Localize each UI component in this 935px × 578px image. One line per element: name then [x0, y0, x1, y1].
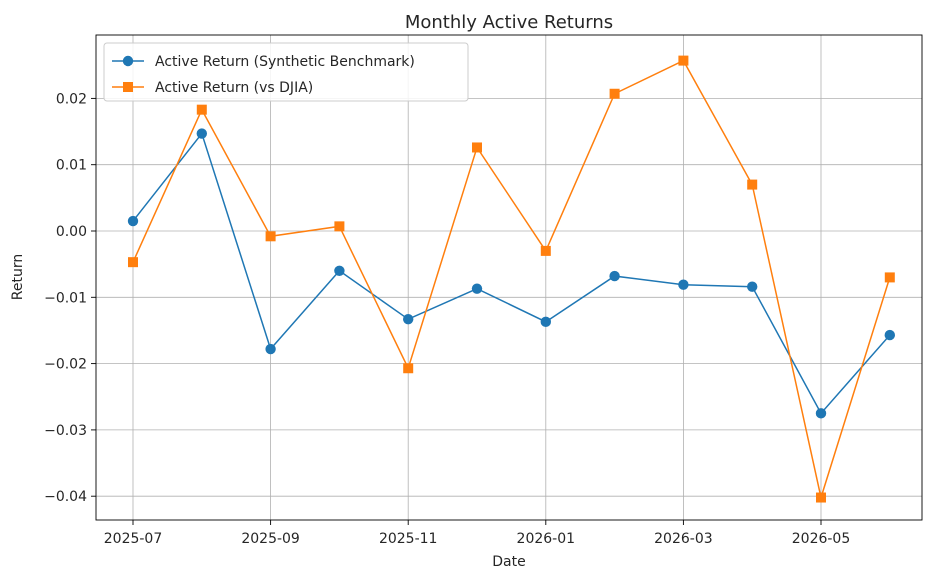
data-point [540, 316, 551, 328]
data-point [471, 283, 483, 294]
grid [96, 35, 922, 520]
legend-entry: Active Return (vs DJIA) [112, 80, 313, 96]
series-line [132, 131, 891, 415]
series-line [132, 59, 891, 501]
ticks: 2025-07 2025-09 2025-11 2026-01 2026-03 2026-… [44, 91, 850, 547]
y-tick-label: −0.02 [44, 357, 87, 373]
x-axis-label: Date [492, 554, 525, 570]
x-tick-label: 2025-09 [241, 531, 300, 547]
data-point [540, 245, 551, 256]
data-point [816, 492, 826, 503]
legend-marker [122, 55, 134, 67]
y-tick-label: 0.02 [56, 91, 87, 107]
x-tick-label: 2025-11 [379, 531, 438, 547]
data-point [127, 215, 139, 227]
data-point [265, 343, 276, 355]
series-2 [128, 55, 895, 503]
data-point [884, 329, 895, 341]
legend: Active Return (Synthetic Benchmark) Activ… [103, 42, 469, 102]
data-point [472, 142, 482, 153]
data-point [403, 313, 414, 325]
y-tick-label: −0.01 [44, 290, 87, 306]
x-tick-label: 2025-07 [104, 531, 163, 547]
data-point [678, 55, 689, 66]
data-point [747, 179, 758, 190]
plot-frame [95, 34, 923, 521]
data-point [403, 363, 414, 374]
data-point [609, 270, 620, 282]
series-1 [127, 128, 895, 419]
y-tick-label: 0.00 [56, 224, 87, 240]
y-tick-label: −0.03 [44, 423, 87, 439]
data-point [815, 408, 827, 419]
data-point [747, 281, 758, 292]
legend-label: Active Return (Synthetic Benchmark) [155, 54, 415, 70]
chart-title: Monthly Active Returns [405, 12, 613, 33]
x-tick-label: 2026-05 [792, 531, 851, 547]
y-axis-label: Return [10, 254, 26, 300]
legend-marker [123, 82, 133, 92]
data-point [128, 257, 138, 268]
y-tick-label: 0.01 [56, 158, 87, 174]
data-point [678, 279, 689, 290]
x-tick-label: 2026-01 [517, 531, 576, 547]
x-tick-label: 2026-03 [654, 531, 713, 547]
legend-box [103, 42, 469, 102]
legend-entry: Active Return (Synthetic Benchmark) [112, 54, 415, 70]
data-point [265, 231, 276, 242]
legend-label: Active Return (vs DJIA) [155, 80, 313, 96]
series-layer [127, 55, 895, 503]
data-point [196, 128, 207, 139]
data-point [334, 265, 345, 276]
data-point [196, 104, 207, 115]
y-tick-label: −0.04 [44, 489, 87, 505]
data-point [884, 272, 895, 283]
data-point [334, 221, 345, 232]
data-point [609, 88, 620, 99]
